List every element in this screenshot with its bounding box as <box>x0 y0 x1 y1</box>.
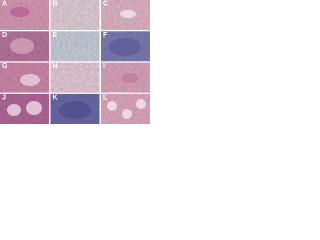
panel-label: H <box>53 63 58 70</box>
tissue-region <box>59 101 91 119</box>
panel-label: C <box>103 1 108 8</box>
tissue-region <box>7 104 21 116</box>
panel-label: A <box>2 1 7 8</box>
panel-image <box>50 0 100 30</box>
tissue-region <box>122 109 132 119</box>
panel-label: D <box>2 32 7 39</box>
panel-label: B <box>53 1 58 8</box>
panel-label: K <box>53 94 58 101</box>
panel-label: L <box>103 94 108 101</box>
figure: A B C D E F G H I J K L <box>0 0 150 124</box>
tissue-region <box>10 38 34 54</box>
tissue-region <box>107 101 117 111</box>
panel-label: F <box>103 32 108 39</box>
tissue-region <box>121 73 139 83</box>
tissue-region <box>120 10 136 18</box>
tissue-region <box>26 101 42 115</box>
tissue-region <box>20 74 40 86</box>
panel-image <box>50 62 100 93</box>
panel-label: E <box>53 32 58 39</box>
panel-label: G <box>2 63 8 70</box>
tissue-region <box>136 99 146 109</box>
panel-label: J <box>2 94 6 101</box>
tissue-region <box>10 7 30 17</box>
panel-label: I <box>103 63 105 70</box>
tissue-region <box>109 38 141 56</box>
panel-image <box>50 31 100 62</box>
